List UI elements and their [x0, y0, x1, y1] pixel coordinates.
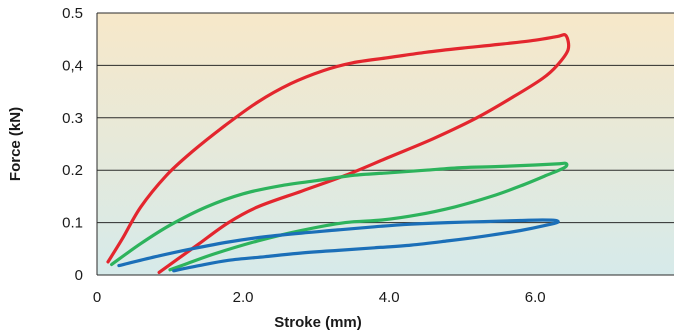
x-tick-labels: 0 2.0 4.0 6.0: [93, 289, 546, 306]
series-layer: [106, 33, 571, 274]
x-tick-label-0: 0: [93, 289, 101, 306]
series-blue-curve: [117, 218, 560, 273]
series-green-curve: [110, 161, 569, 272]
y-tick-labels: 0 0.1 0.2 0.3 0,4 0.5: [62, 5, 83, 284]
y-tick-label-3: 0.3: [62, 110, 83, 127]
plot-background: [97, 13, 674, 275]
x-tick-label-1: 2.0: [233, 289, 254, 306]
x-tick-label-2: 4.0: [379, 289, 400, 306]
y-tick-label-5: 0.5: [62, 5, 83, 22]
x-axis-title: Stroke (mm): [274, 314, 362, 331]
grid-lines: [96, 12, 674, 276]
y-tick-label-2: 0.2: [62, 162, 83, 179]
y-axis-title: Force (kN): [7, 107, 24, 181]
series-red-curve: [106, 33, 571, 274]
y-tick-label-0: 0: [75, 267, 83, 284]
x-tick-label-3: 6.0: [525, 289, 546, 306]
y-tick-label-4: 0,4: [62, 57, 83, 74]
y-tick-label-1: 0.1: [62, 215, 83, 232]
